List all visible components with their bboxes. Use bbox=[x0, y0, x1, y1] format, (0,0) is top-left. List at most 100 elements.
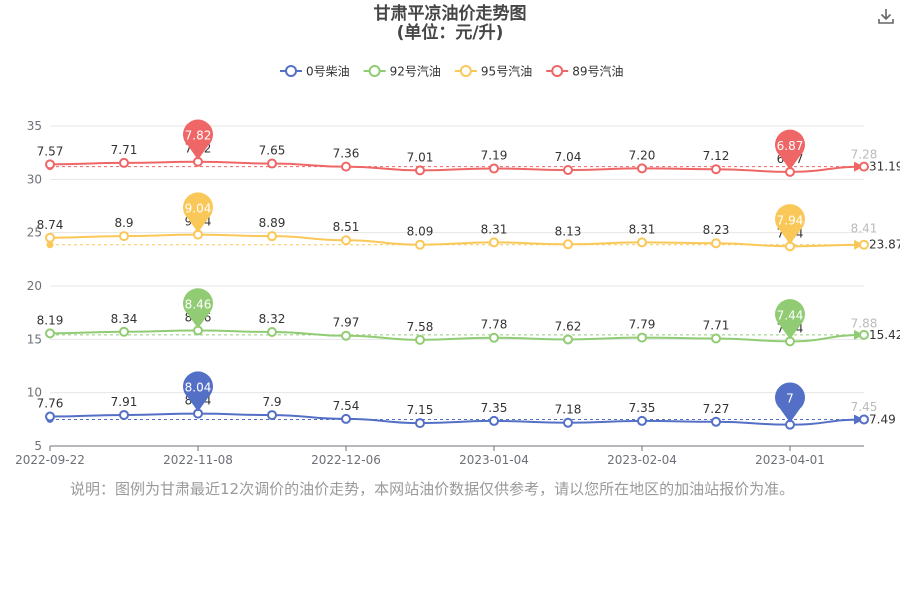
average-label: 23.87 bbox=[869, 238, 900, 252]
data-point bbox=[711, 238, 721, 249]
min-pin-marker bbox=[775, 204, 806, 245]
data-label: 7.04 bbox=[555, 150, 582, 164]
data-label: 7.45 bbox=[851, 400, 878, 414]
data-point bbox=[415, 239, 425, 250]
series-line bbox=[49, 233, 865, 248]
min-pin-label: 7.94 bbox=[777, 213, 804, 227]
footnote: 说明：图例为甘肃最近12次调价的油价走势，本网站油价数据仅供参考，请以您所在地区… bbox=[70, 480, 795, 498]
data-label: 7.20 bbox=[629, 148, 656, 162]
x-tick-label: 2023-01-04 bbox=[459, 453, 529, 467]
max-pin-label: 9.04 bbox=[185, 202, 212, 216]
x-tick-label: 2023-02-04 bbox=[607, 453, 677, 467]
data-point bbox=[267, 410, 277, 421]
data-label: 8.9 bbox=[114, 216, 133, 230]
data-point bbox=[859, 329, 869, 340]
average-label: 7.49 bbox=[869, 412, 896, 426]
data-point bbox=[859, 161, 869, 172]
y-tick-label: 25 bbox=[27, 226, 42, 240]
data-point bbox=[267, 158, 277, 169]
data-label: 8.41 bbox=[851, 221, 878, 235]
data-label: 8.51 bbox=[333, 220, 360, 234]
data-point bbox=[341, 235, 351, 246]
average-start-marker bbox=[46, 241, 54, 249]
data-label: 8.32 bbox=[259, 312, 286, 326]
legend-label: 95号汽油 bbox=[481, 64, 532, 79]
legend-swatch-marker bbox=[459, 65, 472, 77]
legend-label: 0号柴油 bbox=[306, 65, 350, 79]
data-label: 7.62 bbox=[555, 319, 582, 333]
data-point bbox=[859, 414, 869, 425]
data-point bbox=[341, 413, 351, 424]
data-label: 8.09 bbox=[407, 225, 434, 239]
data-label: 7.97 bbox=[333, 316, 360, 330]
max-pin-marker bbox=[183, 119, 213, 160]
min-pin-marker bbox=[775, 382, 806, 423]
data-point bbox=[637, 163, 647, 174]
y-tick-label: 5 bbox=[34, 439, 42, 453]
x-tick-label: 2022-09-22 bbox=[15, 453, 85, 467]
data-label: 8.19 bbox=[37, 313, 64, 327]
data-label: 8.31 bbox=[629, 222, 656, 236]
data-point bbox=[119, 157, 129, 168]
data-label: 8.13 bbox=[555, 224, 582, 238]
data-point bbox=[45, 411, 55, 422]
data-point bbox=[415, 418, 425, 429]
download-icon[interactable] bbox=[876, 6, 896, 26]
data-label: 7.57 bbox=[37, 144, 64, 158]
legend-swatch-marker bbox=[368, 65, 381, 77]
data-point bbox=[711, 416, 721, 427]
data-point bbox=[637, 237, 647, 248]
data-point bbox=[489, 332, 499, 343]
max-pin-marker bbox=[183, 192, 213, 233]
data-label: 7.88 bbox=[851, 317, 878, 331]
y-tick-label: 10 bbox=[27, 386, 42, 400]
data-label: 8.89 bbox=[259, 216, 286, 230]
data-label: 7.35 bbox=[629, 401, 656, 415]
series-line bbox=[49, 412, 865, 426]
data-label: 7.91 bbox=[111, 395, 138, 409]
min-pin-label: 7 bbox=[786, 392, 794, 406]
data-point bbox=[45, 159, 55, 170]
y-tick-label: 20 bbox=[27, 279, 42, 293]
data-point bbox=[267, 231, 277, 242]
max-pin-label: 8.04 bbox=[185, 381, 212, 395]
data-label: 7.18 bbox=[555, 403, 582, 417]
data-point bbox=[45, 328, 55, 339]
data-point bbox=[563, 165, 573, 176]
max-pin-marker bbox=[183, 288, 213, 329]
data-point bbox=[119, 326, 129, 337]
x-tick-label: 2023-04-01 bbox=[755, 453, 825, 467]
data-label: 7.19 bbox=[481, 148, 508, 162]
data-label: 8.31 bbox=[481, 222, 508, 236]
data-point bbox=[637, 415, 647, 426]
series-line bbox=[49, 329, 865, 343]
data-label: 7.12 bbox=[703, 149, 730, 163]
legend-label: 89号汽油 bbox=[572, 64, 623, 79]
data-point bbox=[711, 164, 721, 175]
data-point bbox=[489, 237, 499, 248]
data-point bbox=[341, 161, 351, 172]
min-pin-label: 6.87 bbox=[777, 139, 804, 153]
data-point bbox=[563, 239, 573, 250]
data-point bbox=[489, 415, 499, 426]
chart-title-unit: (单位：元/升) bbox=[396, 23, 504, 43]
max-pin-label: 8.46 bbox=[185, 297, 212, 311]
data-point bbox=[267, 326, 277, 337]
max-pin-marker bbox=[183, 371, 213, 412]
data-label: 8.23 bbox=[703, 223, 730, 237]
data-point bbox=[489, 163, 499, 174]
data-label: 7.58 bbox=[407, 320, 434, 334]
data-label: 7.71 bbox=[703, 318, 730, 332]
data-label: 8.74 bbox=[37, 218, 64, 232]
data-label: 7.76 bbox=[37, 397, 64, 411]
data-label: 7.71 bbox=[111, 143, 138, 157]
data-label: 7.65 bbox=[259, 144, 286, 158]
data-point bbox=[45, 232, 55, 243]
data-label: 7.28 bbox=[851, 147, 878, 161]
data-label: 7.27 bbox=[703, 402, 730, 416]
y-tick-label: 35 bbox=[27, 119, 42, 133]
data-point bbox=[563, 417, 573, 428]
data-point bbox=[415, 165, 425, 176]
data-point bbox=[341, 330, 351, 341]
data-point bbox=[859, 239, 869, 250]
